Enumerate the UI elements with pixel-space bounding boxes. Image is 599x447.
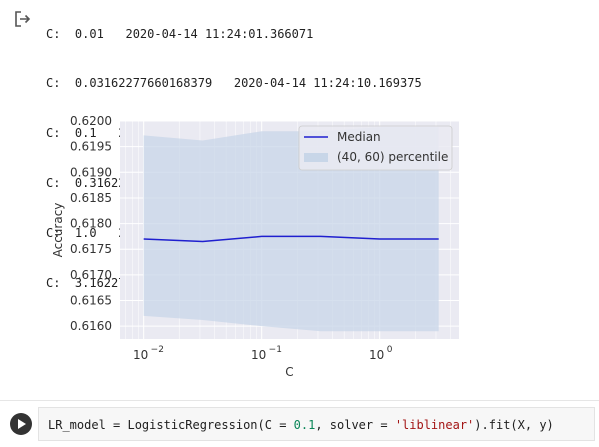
code-token: 'liblinear' — [394, 418, 475, 432]
y-axis-label: Accuracy — [51, 203, 65, 258]
y-tick-label: 0.6165 — [70, 294, 112, 308]
y-tick-label: 0.6170 — [70, 268, 112, 282]
cell-divider — [0, 400, 599, 401]
code-token: ).fit(X, y) — [474, 418, 554, 432]
log-line: C: 0.03162277660168379 2020-04-14 11:24:… — [46, 76, 422, 91]
legend-band-swatch — [304, 153, 328, 162]
x-tick-label: 10 — [133, 348, 148, 362]
code-token: , solver = — [315, 418, 395, 432]
play-icon — [18, 419, 26, 429]
y-tick-label: 0.6190 — [70, 165, 112, 179]
x-tick-exponent: −2 — [151, 345, 164, 355]
x-tick-exponent: −1 — [269, 345, 282, 355]
accuracy-chart: 0.6160 0.6165 0.6170 0.6175 0.6180 0.6185 0.61… — [51, 114, 459, 379]
y-tick-label: 0.6195 — [70, 140, 112, 154]
x-tick-exponent: 0 — [387, 345, 393, 355]
y-tick-label: 0.6175 — [70, 242, 112, 256]
percentile-band — [143, 127, 439, 332]
legend-band-label: (40, 60) percentile — [337, 150, 448, 164]
code-line: LR_model = LogisticRegression(C = 0.1, s… — [48, 417, 554, 433]
code-cell: LR_model = LogisticRegression(C = 0.1, s… — [0, 404, 599, 444]
y-tick-label: 0.6180 — [70, 217, 112, 231]
legend-box — [298, 125, 453, 171]
y-tick-label: 0.6200 — [70, 114, 112, 128]
code-token: LR_model = LogisticRegression(C = — [48, 418, 294, 432]
x-tick-label: 10 — [251, 348, 266, 362]
code-token: 0.1 — [293, 418, 316, 432]
legend-median-label: Median — [337, 130, 381, 144]
code-editor[interactable]: LR_model = LogisticRegression(C = 0.1, s… — [38, 407, 595, 441]
log-line: C: 0.01 2020-04-14 11:24:01.366071 — [46, 26, 314, 41]
y-tick-label: 0.6160 — [70, 319, 112, 333]
x-tick-label: 10 — [369, 348, 384, 362]
run-cell-button[interactable] — [10, 413, 32, 435]
y-tick-label: 0.6185 — [70, 191, 112, 205]
x-axis-label: C — [285, 365, 293, 379]
output-redirect-icon — [15, 11, 31, 27]
median-line — [143, 235, 439, 243]
